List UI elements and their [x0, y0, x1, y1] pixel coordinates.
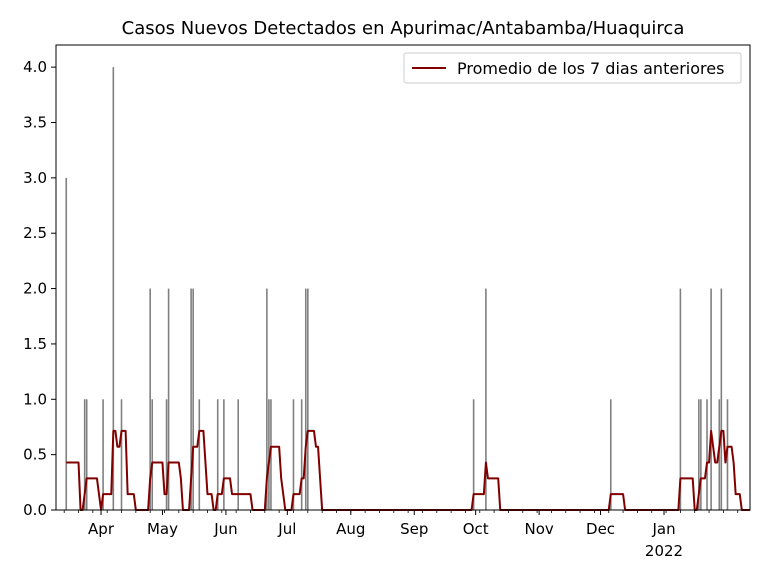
- x-tick-label: Oct: [463, 520, 489, 538]
- x-axis: Apr May Jun Jul Aug Sep Oct Nov Dec Jan 2022: [63, 510, 739, 560]
- bar-2021-06-21: [266, 288, 268, 510]
- bar-2021-05-31: [223, 399, 225, 510]
- bar-2021-04-02: [102, 399, 104, 510]
- bar-2022-01-29: [720, 288, 723, 510]
- x-tick-label: Dec: [586, 520, 615, 538]
- bar-2021-06-23: [270, 399, 272, 510]
- y-axis: 0.0 0.5 1.0 1.5 2.0 2.5 3.0 3.5 4.0: [23, 58, 56, 519]
- y-tick-label: 1.5: [23, 335, 47, 353]
- x-tick-label: Nov: [524, 520, 553, 538]
- x-tick-label: Apr: [88, 520, 115, 538]
- bar-2021-07-11: [307, 288, 309, 510]
- bars-layer: [65, 67, 729, 511]
- bar-2021-07-04: [292, 399, 295, 510]
- bar-2022-01-18: [698, 399, 700, 510]
- bar-2022-01-09: [679, 288, 682, 510]
- bar-2021-05-16: [192, 288, 194, 510]
- bar-2021-12-06: [609, 399, 612, 510]
- bar-2021-04-11: [120, 399, 123, 510]
- bar-2021-06-07: [237, 399, 240, 510]
- bar-2021-09-30: [472, 399, 475, 510]
- bar-2021-05-15: [190, 288, 192, 510]
- bar-2022-02-01: [726, 399, 729, 510]
- bar-2021-05-19: [198, 399, 201, 510]
- legend: Promedio de los 7 dias anteriores: [403, 52, 742, 84]
- bar-2021-03-15: [65, 177, 68, 510]
- y-tick-label: 2.5: [23, 224, 47, 242]
- x-tick-label: Jun: [213, 520, 237, 538]
- x-tick-year-label: 2022: [645, 542, 683, 560]
- bar-2021-07-08: [300, 399, 303, 510]
- bar-2021-04-26: [151, 399, 154, 510]
- y-tick-label: 2.0: [23, 280, 47, 298]
- bar-2021-05-03: [165, 399, 168, 510]
- x-tick-label: Sep: [400, 520, 428, 538]
- bar-2021-10-06: [485, 288, 487, 510]
- bar-2021-05-28: [216, 399, 219, 510]
- bar-2021-04-25: [149, 288, 151, 510]
- bar-2022-01-24: [710, 288, 712, 510]
- x-tick-label: Aug: [336, 520, 365, 538]
- bar-2021-06-22: [268, 399, 270, 510]
- legend-box: [403, 52, 742, 84]
- y-tick-label: 0.0: [23, 501, 47, 519]
- bar-2021-07-10: [304, 288, 307, 510]
- bar-2021-03-25: [85, 399, 88, 510]
- bar-2022-01-22: [706, 399, 708, 510]
- y-tick-label: 3.5: [23, 114, 47, 132]
- chart-title: Casos Nuevos Detectados en Apurimac/Anta…: [122, 18, 685, 39]
- bar-2021-05-04: [167, 288, 170, 510]
- x-tick-label: Jul: [277, 520, 296, 538]
- y-tick-label: 3.0: [23, 169, 47, 187]
- bar-2021-04-07: [112, 67, 115, 511]
- plot-frame: [55, 44, 751, 511]
- y-tick-label: 1.0: [23, 390, 47, 408]
- bar-2021-03-24: [83, 399, 86, 510]
- y-tick-label: 4.0: [23, 58, 47, 76]
- bar-2022-01-28: [718, 399, 721, 510]
- y-tick-label: 0.5: [23, 446, 47, 464]
- x-tick-label: May: [147, 520, 178, 538]
- x-tick-label: Jan: [651, 520, 675, 538]
- legend-label: Promedio de los 7 dias anteriores: [457, 59, 724, 78]
- bar-2022-01-19: [700, 399, 702, 510]
